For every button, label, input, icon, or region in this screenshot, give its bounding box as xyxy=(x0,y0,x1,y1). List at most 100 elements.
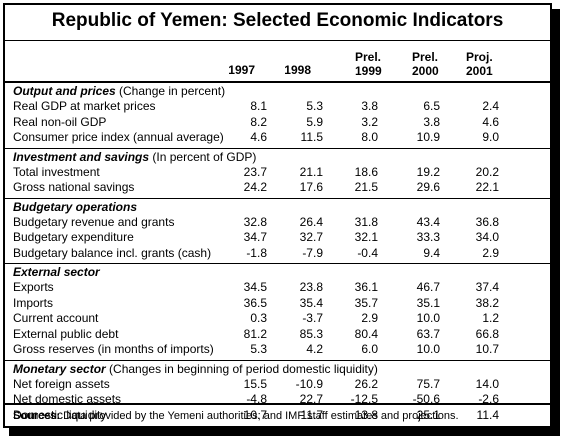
value-cell: 31.8 xyxy=(354,214,378,229)
section-divider xyxy=(5,197,550,199)
row-label: Exports xyxy=(13,280,54,294)
col-header-line1: Proj. xyxy=(466,50,493,64)
value-cell: 21.1 xyxy=(299,164,323,179)
shadow-bottom xyxy=(9,428,560,436)
value-cell: -7.9 xyxy=(302,245,323,260)
section-title: Output and prices xyxy=(13,84,116,98)
sources-label: Sources: xyxy=(13,410,61,422)
section-title: External sector xyxy=(13,265,100,279)
value-cell: 8.2 xyxy=(250,114,267,129)
value-cell: 10.7 xyxy=(243,407,267,422)
row-label: Total investment xyxy=(13,164,100,179)
value-cell: 36.1 xyxy=(354,280,378,294)
value-cell: 5.9 xyxy=(306,114,323,129)
value-cell: 17.6 xyxy=(299,180,323,194)
value-cell: 46.7 xyxy=(416,280,440,294)
row-label: Budgetary expenditure xyxy=(13,230,134,244)
table-row: Budgetary balance incl. grants (cash) -1.… xyxy=(5,245,550,260)
value-cell: 3.8 xyxy=(361,99,378,113)
row-label: Domestic liquidity xyxy=(13,407,107,422)
row-label: Gross reserves (in months of imports) xyxy=(13,342,214,356)
value-cell: 10.7 xyxy=(475,342,499,356)
value-cell: -12.5 xyxy=(350,392,378,406)
value-cell: 2.4 xyxy=(482,99,499,113)
value-cell: 5.3 xyxy=(250,342,267,356)
section-heading: Monetary sector (Changes in beginning of… xyxy=(13,362,378,376)
value-cell: 34.0 xyxy=(475,230,499,244)
value-cell: 10.0 xyxy=(416,342,440,356)
value-cell: 14.0 xyxy=(475,376,499,391)
value-cell: 10.0 xyxy=(416,311,440,325)
value-cell: 3.2 xyxy=(361,114,378,129)
value-cell: 25.1 xyxy=(416,407,440,422)
row-label: Net foreign assets xyxy=(13,376,110,391)
col-header-1997: 1997 xyxy=(217,63,255,77)
value-cell: 34.7 xyxy=(243,230,267,244)
section-divider xyxy=(5,147,550,149)
value-cell: 4.2 xyxy=(306,342,323,356)
section-title: Budgetary operations xyxy=(13,199,138,214)
table-row: External public debt 81.2 85.3 80.4 63.7 66.8 xyxy=(5,326,550,341)
table-row: Budgetary revenue and grants 32.8 26.4 31.8… xyxy=(5,214,550,229)
value-cell: 9.4 xyxy=(423,245,440,260)
col-header-line2: 1998 xyxy=(284,63,311,77)
value-cell: 26.2 xyxy=(354,376,378,391)
value-cell: 23.7 xyxy=(243,164,267,179)
value-cell: 11.5 xyxy=(300,130,323,144)
value-cell: 5.3 xyxy=(306,99,323,113)
table-row: Net domestic assets -4.8 22.7 -12.5 -50.6 -2.… xyxy=(5,393,550,406)
value-cell: 26.4 xyxy=(299,214,323,229)
value-cell: 2.9 xyxy=(482,245,499,260)
table-row: Budgetary expenditure 34.7 32.7 32.1 33.3 34.… xyxy=(5,231,550,244)
value-cell: 66.8 xyxy=(475,326,499,341)
value-cell: 2.9 xyxy=(361,311,378,325)
shadow-right xyxy=(552,9,560,434)
table-row: Imports 36.5 35.4 35.7 35.1 38.2 xyxy=(5,295,550,310)
section-note: (Changes in beginning of period domestic… xyxy=(105,361,378,376)
value-cell: 33.3 xyxy=(416,230,440,244)
value-cell: 36.8 xyxy=(475,214,499,229)
value-cell: 43.4 xyxy=(416,214,440,229)
value-cell: 6.0 xyxy=(361,342,378,356)
col-header-1998: 1998 xyxy=(273,63,311,77)
value-cell: 23.8 xyxy=(299,280,323,294)
value-cell: 20.2 xyxy=(475,164,499,179)
header-divider xyxy=(5,81,550,83)
value-cell: 9.0 xyxy=(482,130,499,144)
col-header-1999: Prel. 1999 xyxy=(355,50,393,78)
value-cell: 34.5 xyxy=(243,280,267,294)
col-header-line2: 1997 xyxy=(228,63,255,77)
value-cell: 80.4 xyxy=(354,326,378,341)
row-label: Net domestic assets xyxy=(13,392,122,406)
table-row: Exports 34.5 23.8 36.1 46.7 37.4 xyxy=(5,281,550,294)
section-heading: Budgetary operations xyxy=(13,200,137,214)
value-cell: -1.8 xyxy=(246,245,267,260)
section-heading: External sector xyxy=(13,265,100,279)
value-cell: 18.6 xyxy=(354,164,378,179)
table-row: Real non-oil GDP 8.2 5.9 3.2 3.8 4.6 xyxy=(5,114,550,129)
section-title: Investment and savings xyxy=(13,149,150,164)
value-cell: 35.4 xyxy=(299,295,323,310)
table-row: Gross reserves (in months of imports) 5.3… xyxy=(5,343,550,356)
value-cell: 6.5 xyxy=(423,99,440,113)
value-cell: 11.4 xyxy=(476,407,499,422)
row-label: External public debt xyxy=(13,326,119,341)
value-cell: 1.2 xyxy=(482,311,499,325)
sources-text: Data provided by the Yemeni authorities;… xyxy=(60,410,459,422)
value-cell: 8.1 xyxy=(250,99,267,113)
col-header-line1: Prel. xyxy=(412,50,439,64)
value-cell: 35.7 xyxy=(354,295,378,310)
row-label: Real GDP at market prices xyxy=(13,99,156,113)
value-cell: 75.7 xyxy=(416,376,440,391)
col-header-line2: 1999 xyxy=(355,64,382,78)
value-cell: 32.7 xyxy=(299,230,323,244)
value-cell: 32.8 xyxy=(243,214,267,229)
table-row: Current account 0.3 -3.7 2.9 10.0 1.2 xyxy=(5,312,550,325)
value-cell: 36.5 xyxy=(243,295,267,310)
value-cell: 22.1 xyxy=(475,180,499,194)
section-title: Monetary sector xyxy=(13,361,106,376)
col-header-2001: Proj. 2001 xyxy=(466,50,504,78)
row-label: Budgetary balance incl. grants (cash) xyxy=(13,245,212,260)
value-cell: 3.8 xyxy=(423,114,440,129)
value-cell: -4.8 xyxy=(246,392,267,406)
